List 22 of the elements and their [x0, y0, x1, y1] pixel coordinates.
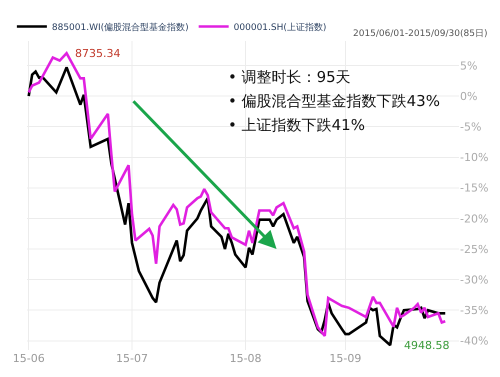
y-tick-label: -30% — [460, 273, 488, 286]
annotation: • 上证指数下跌41% — [228, 116, 365, 134]
y-tick-label: -35% — [460, 304, 488, 318]
x-tick-label: 15-07 — [116, 352, 148, 365]
y-tick-label: -25% — [460, 242, 488, 256]
annotation: • 调整时长：95天 — [228, 68, 351, 86]
annotation: 8735.34 — [75, 47, 120, 60]
y-tick-label: -40% — [460, 334, 488, 348]
legend-label: 885001.WI(偏股混合型基金指数) — [52, 22, 189, 34]
x-tick-label: 15-08 — [230, 352, 262, 365]
y-tick-label: 0% — [460, 90, 478, 103]
y-tick-label: 5% — [460, 59, 478, 72]
x-tick-label: 15-06 — [12, 352, 45, 365]
y-tick-label: -10% — [460, 151, 488, 164]
y-tick-label: -5% — [460, 120, 482, 134]
y-tick-label: -20% — [460, 212, 488, 226]
text: 2015/06/01-2015/09/30(85日) — [353, 29, 488, 39]
y-tick-label: -15% — [460, 182, 488, 195]
x-tick-label: 15-09 — [329, 352, 362, 365]
legend-label: 000001.SH(上证指数) — [234, 22, 326, 34]
annotation: • 偏股混合型基金指数下跌43% — [228, 92, 440, 110]
annotation: 4948.58 — [404, 339, 450, 352]
